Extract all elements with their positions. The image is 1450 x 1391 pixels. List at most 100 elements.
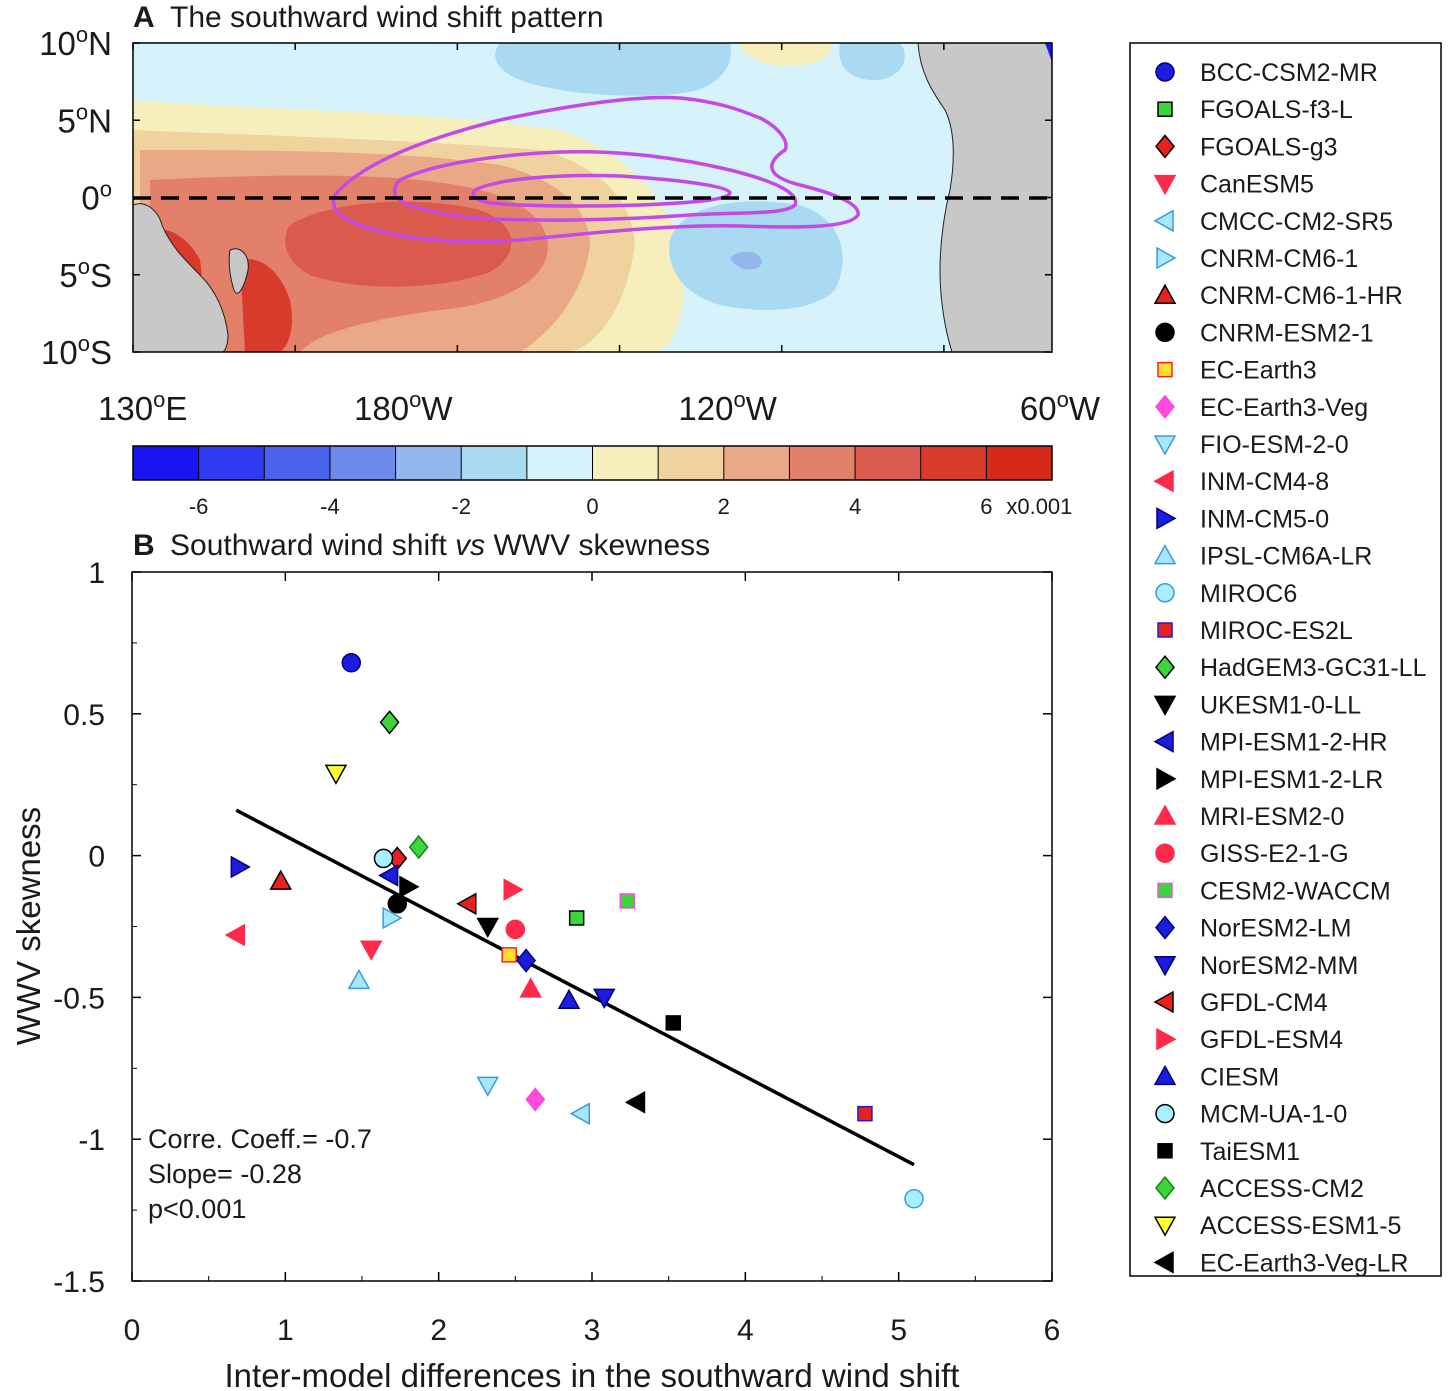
- lat-label-hem: S: [90, 257, 112, 294]
- point-ec-earth3-veg-lr: [624, 1091, 646, 1114]
- legend-label: CMCC-CM2-SR5: [1200, 208, 1393, 236]
- y-axis-label: WWV skewness: [10, 807, 47, 1045]
- lon-label: 120oW: [678, 387, 777, 427]
- colorbar-tick-label: 0: [586, 494, 598, 519]
- colorbar-frame: [132, 445, 1053, 481]
- legend-marker-inm-cm4-8: [1153, 469, 1174, 493]
- panel-a-letter: A: [133, 1, 155, 34]
- land-marker-corner: [1045, 43, 1052, 62]
- point-inm-cm4-8: [224, 923, 246, 947]
- lon-label: 130oE: [98, 387, 187, 427]
- scatter-markers: [224, 653, 924, 1209]
- lon-label-base: 180: [354, 390, 409, 427]
- point-access-cm2: [408, 834, 429, 860]
- colorbar-tick-label: 4: [849, 494, 861, 519]
- legend-label: CNRM-ESM2-1: [1200, 319, 1374, 347]
- lon-label-sup: o: [733, 387, 745, 412]
- point-miroc6: [904, 1189, 924, 1209]
- lat-label-sup: o: [78, 331, 90, 356]
- lon-label-sup: o: [153, 387, 165, 412]
- legend-marker-cesm2-waccm: [1157, 882, 1173, 899]
- lat-label: 0o: [81, 177, 112, 217]
- point-cnrm-cm6-1: [382, 906, 403, 930]
- point-inm-cm5-0: [230, 855, 251, 879]
- point-fio-esm-2-0: [476, 1076, 500, 1097]
- colorbar-swatch: [526, 446, 593, 480]
- legend-marker-access-esm1-5: [1153, 1216, 1177, 1237]
- contour-line-inner: [471, 173, 732, 208]
- land-islands: [228, 248, 249, 294]
- contour-line-middle: [393, 149, 798, 222]
- stats-corr: Corre. Coeff.= -0.7: [148, 1124, 372, 1154]
- legend-label: MCM-UA-1-0: [1200, 1101, 1347, 1129]
- legend-marker-fgoals-g3: [1155, 134, 1175, 159]
- point-fgoals-f3-l: [568, 910, 585, 926]
- colorbar-swatch: [789, 446, 856, 480]
- legend-marker-ec-earth3-veg: [1155, 394, 1175, 419]
- point-noresm2-lm: [516, 948, 537, 973]
- point-ec-earth3: [501, 947, 517, 963]
- legend-marker-ec-earth3-veg-lr: [1153, 1251, 1174, 1274]
- panel-b-title-italic: vs: [455, 529, 485, 562]
- point-cnrm-esm2-1: [387, 894, 408, 914]
- legend-marker-cnrm-esm2-1: [1155, 322, 1175, 343]
- lat-label-sup: o: [76, 99, 88, 124]
- point-gfdl-cm4: [456, 892, 477, 916]
- legend-marker-noresm2-lm: [1155, 915, 1175, 940]
- colorbar-swatch: [198, 446, 265, 480]
- colorbar: -6 -4 -2 0 2 4 6 x0.001: [132, 445, 1072, 519]
- contour-fill-pos-7: [740, 43, 831, 66]
- legend-marker-cnrm-cm6-1-hr: [1153, 283, 1177, 304]
- point-noresm2-mm: [592, 988, 616, 1009]
- legend-label: CanESM5: [1200, 171, 1314, 199]
- legend-box: [1129, 42, 1442, 1277]
- legend-label: FIO-ESM-2-0: [1200, 431, 1349, 459]
- lat-label-base: 0: [81, 180, 99, 217]
- legend-label: ACCESS-CM2: [1200, 1175, 1364, 1203]
- point-ciesm: [557, 988, 581, 1009]
- legend-marker-miroc6: [1155, 583, 1175, 603]
- legend-label: INM-CM5-0: [1200, 505, 1329, 533]
- point-miroc-es2l: [857, 1105, 873, 1122]
- legend-label: UKESM1-0-LL: [1200, 691, 1361, 719]
- point-taiesm1: [665, 1015, 682, 1031]
- colorbar-swatch: [855, 446, 922, 480]
- legend-marker-ipsl-cm6a-lr: [1153, 544, 1177, 565]
- point-mpi-esm1-2-lr: [399, 875, 420, 899]
- legend-label: TaiESM1: [1200, 1138, 1300, 1166]
- y-tick-label: 1: [88, 557, 105, 590]
- lon-label: 180oW: [354, 387, 453, 427]
- point-mcm-ua-1-0: [373, 848, 394, 869]
- colorbar-swatch: [592, 446, 659, 480]
- lat-label: 10oS: [41, 331, 112, 371]
- legend-label: NorESM2-MM: [1200, 952, 1358, 980]
- point-cnrm-cm6-1-hr: [269, 869, 293, 890]
- colorbar-swatch: [329, 446, 397, 480]
- colorbar-tick-label: -2: [451, 494, 471, 519]
- legend-marker-miroc-es2l: [1157, 622, 1173, 638]
- legend-marker-ukesm1-0-ll: [1153, 695, 1177, 716]
- y-tick-label: 0.5: [63, 699, 105, 732]
- legend-label: BCC-CSM2-MR: [1200, 59, 1378, 87]
- legend-marker-mpi-esm1-2-lr: [1156, 767, 1177, 791]
- legend-marker-cmcc-cm2-sr5: [1153, 209, 1174, 233]
- legend-label: MPI-ESM1-2-HR: [1200, 729, 1388, 757]
- legend-marker-taiesm1: [1157, 1143, 1173, 1159]
- legend-marker-fgoals-f3-l: [1157, 101, 1173, 117]
- panel-a: A The southward wind shift pattern: [39, 1, 1101, 427]
- legend-label: FGOALS-g3: [1200, 133, 1338, 161]
- legend-label: MRI-ESM2-0: [1200, 803, 1344, 831]
- lat-label-base: 10: [39, 25, 76, 62]
- map-area: [133, 43, 1052, 352]
- panel-b-title-part1: Southward wind shift: [170, 529, 455, 562]
- lat-label-sup: o: [100, 177, 112, 202]
- point-ipsl-cm6a-lr: [347, 968, 371, 990]
- colorbar-tick-label: 6: [980, 494, 992, 519]
- colorbar-tick-label: -4: [320, 494, 340, 519]
- lat-label-hem: N: [88, 102, 112, 139]
- legend-marker-giss-e2-1-g: [1155, 843, 1175, 863]
- lat-label: 5oN: [58, 99, 112, 139]
- lon-label-sup: o: [1057, 387, 1069, 412]
- contour-fill-neg-4: [730, 251, 762, 270]
